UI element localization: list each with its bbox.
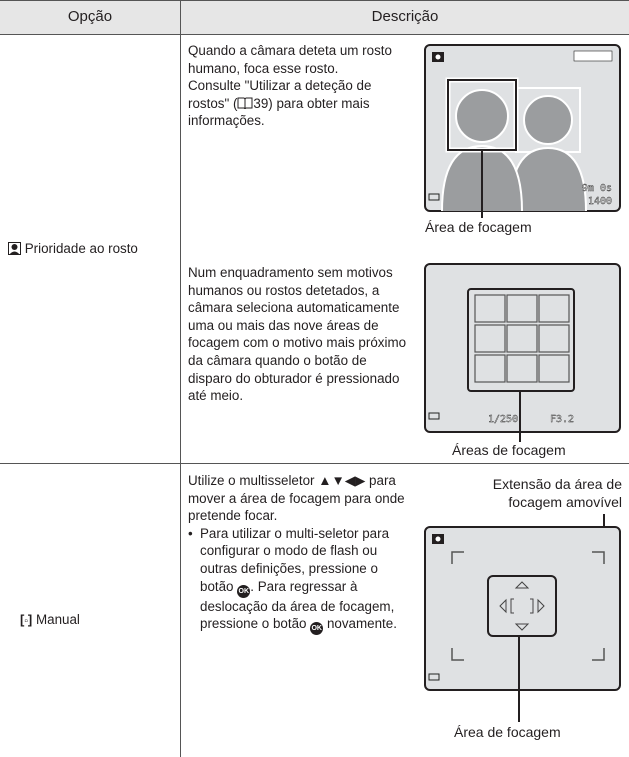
rule <box>0 0 629 1</box>
option-cell: [▫] Manual <box>20 612 80 627</box>
face-icon <box>8 242 21 255</box>
screen-text: 1400 <box>588 196 612 207</box>
text: Para regressar à deslocação da área de f… <box>200 578 395 632</box>
caption: Extensão da área de focagem amovível <box>492 476 622 510</box>
ok-icon: OK <box>310 622 324 636</box>
screen-text: F3.2 <box>550 414 574 425</box>
pointer <box>481 150 483 218</box>
caption: Áreas de focagem <box>452 442 566 458</box>
text: Utilize o multisseletor ▲▼◀▶ para mover … <box>188 473 405 524</box>
screen-text: 9m 0s <box>582 183 612 194</box>
text: Para utilizar o multi-seletor para confi… <box>200 525 390 594</box>
book-icon <box>237 97 253 109</box>
caption: Área de focagem <box>425 219 532 235</box>
screen-text: 1/250 <box>488 414 518 425</box>
pointer <box>603 514 605 530</box>
desc: Utilize o multisseletor ▲▼◀▶ para mover … <box>188 472 410 636</box>
option-text: Manual <box>35 612 80 627</box>
desc: Quando a câmara deteta um rosto humano, … <box>188 42 410 130</box>
header-option: Opção <box>0 0 180 34</box>
option-text: Prioridade ao rosto <box>24 241 138 256</box>
option-cell: Prioridade ao rosto <box>8 240 168 258</box>
text: Consulte "Utilizar a deteção de rostos" … <box>188 78 372 111</box>
text: Quando a câmara deteta um rosto humano, … <box>188 43 392 76</box>
text: novamente. <box>326 616 397 632</box>
caption: Área de focagem <box>454 724 561 740</box>
bullet: • Para utilizar o multi-seletor para conf… <box>188 525 410 636</box>
pointer <box>518 636 520 722</box>
text: 39) para obter mais informações. <box>188 95 370 129</box>
pointer <box>519 390 521 442</box>
header-description: Descrição <box>181 0 629 34</box>
screen <box>424 526 621 691</box>
ok-icon: OK <box>237 584 251 598</box>
rule <box>180 0 181 757</box>
desc: Num enquadramento sem motivos humanos ou… <box>188 265 407 404</box>
rule <box>0 34 629 35</box>
screen: 1/250 F3.2 <box>424 263 621 433</box>
screen: 9m 0s 1400 <box>424 44 621 212</box>
rule <box>0 463 629 464</box>
